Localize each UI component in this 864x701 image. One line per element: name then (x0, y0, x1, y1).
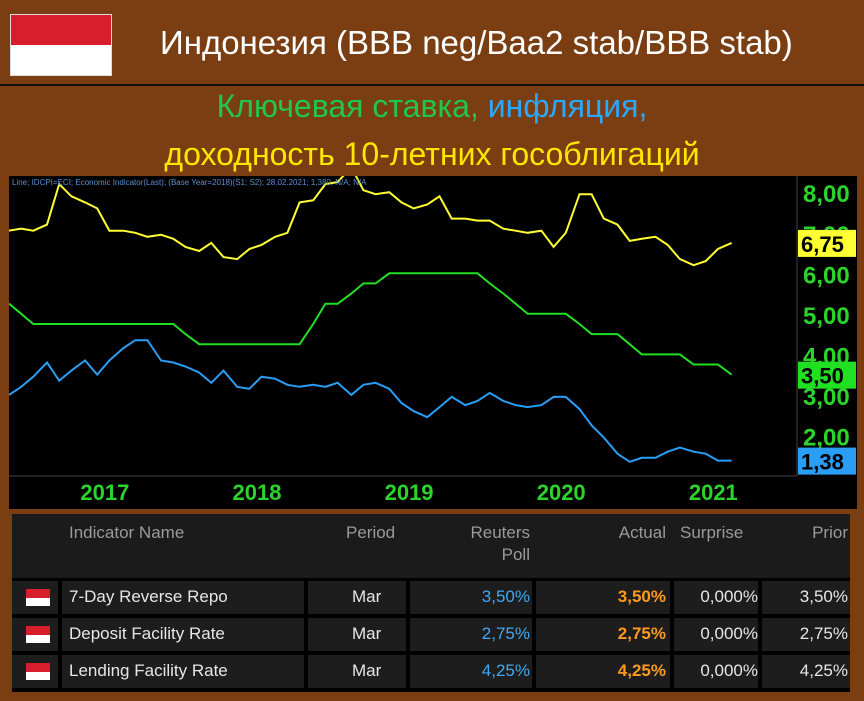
x-tick-label: 2020 (537, 480, 586, 505)
cell-background (762, 655, 850, 688)
subtitle-inflation: инфляция, (487, 88, 648, 124)
period-cell: Mar (352, 661, 382, 680)
table-row[interactable]: 7-Day Reverse Repo Mar 3,50% 3,50% 0,000% 3,5… (12, 581, 850, 614)
policy_rate-last-value-badge (798, 361, 856, 389)
actual-cell: 2,75% (617, 624, 666, 643)
bond_yield-last-value-label: 6,75 (801, 232, 844, 257)
inflation-series-line (9, 339, 732, 463)
cell-background (674, 581, 758, 614)
indicator-name-cell: Lending Facility Rate (69, 661, 228, 680)
cell-background (674, 655, 758, 688)
header-period: Period (346, 523, 396, 542)
header-surprise: Surprise (680, 523, 744, 542)
page-title: Индонезия (BBB neg/Baa2 stab/BBB stab) (160, 24, 793, 61)
chart-panel: 2,003,004,005,006,007,008,00201720182019… (9, 176, 857, 509)
cell-background (410, 618, 532, 651)
cell-background (410, 581, 532, 614)
cell-background (762, 618, 850, 651)
actual-cell: 4,25% (617, 661, 666, 680)
indonesia-flag-icon (26, 663, 50, 680)
cell-background (762, 581, 850, 614)
reuters-poll-cell: 4,25% (481, 661, 530, 680)
bond_yield-last-value-badge (798, 229, 856, 257)
x-tick-label: 2018 (232, 480, 281, 505)
header-indicator-name: Indicator Name (69, 523, 185, 542)
cell-background (62, 618, 304, 651)
indonesia-flag-icon (26, 626, 50, 643)
y-tick-label: 5,00 (803, 303, 850, 330)
surprise-cell: 0,000% (700, 587, 758, 606)
actual-cell: 3,50% (617, 587, 666, 606)
header-actual: Actual (618, 523, 666, 542)
x-tick-label: 2017 (80, 480, 129, 505)
table-row[interactable]: Deposit Facility Rate Mar 2,75% 2,75% 0,000%… (12, 618, 850, 651)
prior-cell: 2,75% (799, 624, 848, 643)
cell-background (308, 655, 406, 688)
header-divider (0, 84, 864, 86)
period-cell: Mar (352, 587, 382, 606)
cell-background (674, 618, 758, 651)
cell-background (410, 655, 532, 688)
header-reuters-poll: Reuters Poll (470, 523, 530, 564)
y-tick-label: 8,00 (803, 181, 850, 208)
x-tick-label: 2021 (689, 480, 738, 505)
subtitle-bond-yield: доходность 10-летних гособлигаций (164, 136, 700, 172)
prior-cell: 4,25% (799, 661, 848, 680)
line-chart: 2,003,004,005,006,007,008,00201720182019… (9, 176, 856, 505)
indicator-name-cell: 7-Day Reverse Repo (69, 587, 228, 606)
chart-subtitle-line1: Ключевая ставка, инфляция, (0, 88, 864, 125)
inflation-last-value-badge (798, 447, 856, 475)
surprise-cell: 0,000% (700, 624, 758, 643)
cell-background (62, 655, 304, 688)
indicator-table: Indicator Name Period Reuters Poll Actua… (12, 514, 850, 692)
chart-info-line: Line; IDCPI=ECI; Economic Indicator(Last… (12, 178, 367, 187)
cell-background (308, 581, 406, 614)
cell-background (308, 618, 406, 651)
cell-background (536, 618, 670, 651)
indicator-name-cell: Deposit Facility Rate (69, 624, 225, 643)
surprise-cell: 0,000% (700, 661, 758, 680)
reuters-poll-cell: 2,75% (481, 624, 530, 643)
table-header: Indicator Name Period Reuters Poll Actua… (12, 514, 850, 578)
header: Индонезия (BBB neg/Baa2 stab/BBB stab) (0, 0, 864, 84)
x-tick-label: 2019 (385, 480, 434, 505)
inflation-last-value-label: 1,38 (801, 450, 844, 475)
policy_rate-series-line (9, 272, 733, 376)
subtitle-policy-rate: Ключевая ставка, (216, 88, 479, 124)
prior-cell: 3,50% (799, 587, 848, 606)
cell-background (536, 581, 670, 614)
table-row[interactable]: Lending Facility Rate Mar 4,25% 4,25% 0,000%… (12, 655, 850, 688)
indonesia-flag-icon (26, 589, 50, 606)
policy_rate-last-value-label: 3,50 (801, 364, 844, 389)
y-tick-label: 6,00 (803, 262, 850, 289)
cell-background (536, 655, 670, 688)
bond_yield-series-line (9, 176, 733, 267)
cell-background (62, 581, 304, 614)
period-cell: Mar (352, 624, 382, 643)
reuters-poll-cell: 3,50% (481, 587, 530, 606)
indonesia-flag-icon (10, 14, 112, 76)
header-prior: Prior (812, 523, 848, 542)
y-tick-label: 2,00 (803, 424, 850, 451)
